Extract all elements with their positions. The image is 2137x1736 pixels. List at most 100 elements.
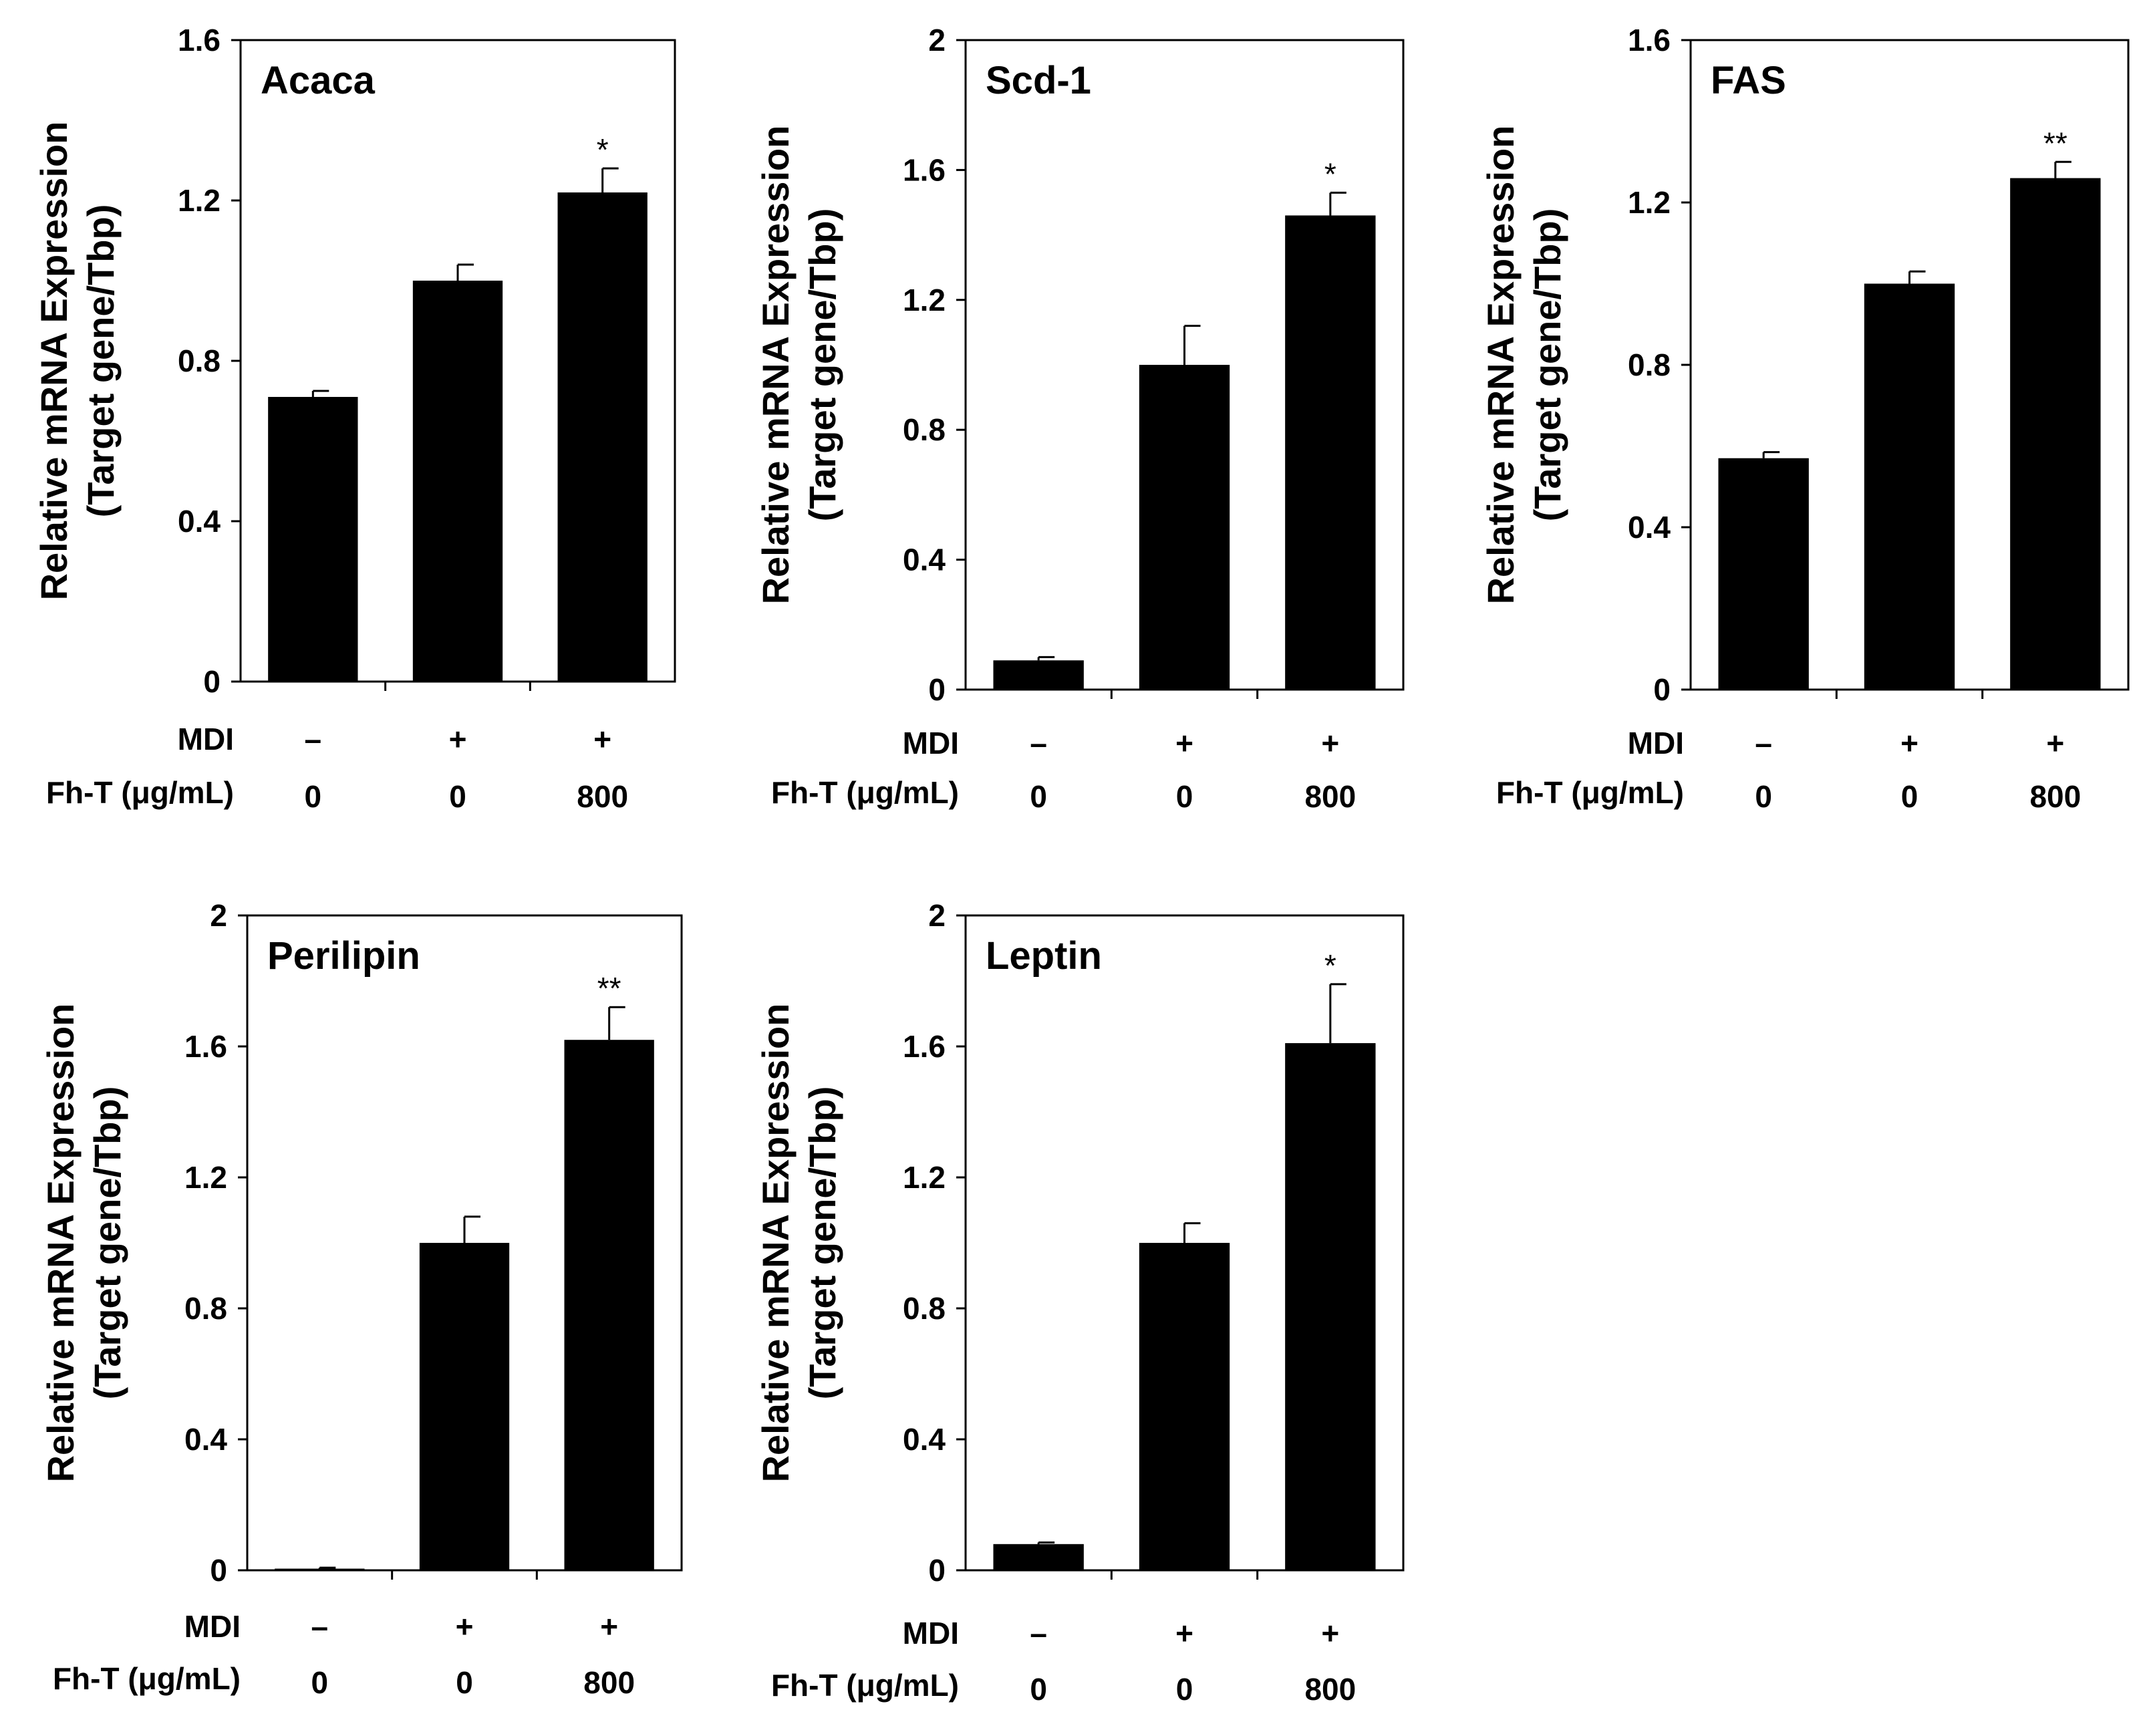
row-label-mdi: MDI xyxy=(903,726,959,760)
chart-panel-leptin: 0 0.4 0.8 1.2 1.6 2 – 0 +0 * +800 MDI Fh-T (μg/mL) Le… xyxy=(754,898,1405,1707)
bar xyxy=(1864,283,1955,690)
y-tick-label: 1.6 xyxy=(903,152,946,187)
fht-label: 0 xyxy=(456,1665,473,1700)
row-label-mdi: MDI xyxy=(178,722,234,756)
y-tick-label: 1.2 xyxy=(184,1160,227,1195)
y-tick-label: 2 xyxy=(928,23,946,57)
y-axis-subtitle: (Target gene/Tbp) xyxy=(80,204,122,518)
row-label-fht: Fh-T (μg/mL) xyxy=(771,775,959,810)
bar xyxy=(412,281,503,682)
row-label-fht: Fh-T (μg/mL) xyxy=(46,775,234,810)
mdi-label: + xyxy=(600,1609,618,1644)
fht-label: 800 xyxy=(577,779,628,814)
fht-label: 0 xyxy=(449,779,466,814)
fht-label: 0 xyxy=(1901,779,1918,814)
y-tick-label: 0.8 xyxy=(178,343,221,378)
y-tick-label: 0.8 xyxy=(903,412,946,447)
y-tick-label: 0 xyxy=(210,1553,227,1588)
y-tick-label: 2 xyxy=(928,898,946,933)
fht-label: 0 xyxy=(1030,779,1047,814)
y-tick-label: 1.2 xyxy=(1628,185,1671,220)
y-tick-label: 0.4 xyxy=(903,1422,946,1457)
y-tick-label: 0.4 xyxy=(903,543,946,577)
y-axis-subtitle: (Target gene/Tbp) xyxy=(1526,208,1568,522)
y-tick-label: 0.8 xyxy=(1628,347,1671,382)
mdi-label: + xyxy=(1321,1616,1339,1650)
y-axis-subtitle: (Target gene/Tbp) xyxy=(86,1087,128,1400)
y-tick-label: 2 xyxy=(210,898,227,933)
fht-label: 0 xyxy=(311,1665,329,1700)
bar xyxy=(993,1544,1084,1570)
fht-label: 0 xyxy=(1176,1672,1193,1707)
mdi-label: – xyxy=(1030,1616,1047,1650)
significance-marker: ** xyxy=(2043,126,2068,160)
y-tick-label: 0 xyxy=(1653,672,1671,707)
chart-title: Scd-1 xyxy=(986,59,1091,102)
fht-label: 0 xyxy=(1030,1672,1047,1707)
mdi-label: – xyxy=(305,722,322,756)
fht-label: 0 xyxy=(1176,779,1193,814)
y-tick-label: 1.2 xyxy=(903,1160,946,1195)
fht-label: 800 xyxy=(1304,779,1356,814)
bar xyxy=(419,1243,510,1570)
bar xyxy=(268,397,358,682)
y-tick-label: 0.4 xyxy=(184,1422,227,1457)
bar xyxy=(1139,365,1230,690)
row-label-mdi: MDI xyxy=(1628,726,1684,760)
y-axis-title: Relative mRNA Expression xyxy=(39,1004,82,1483)
mdi-label: + xyxy=(1175,1616,1193,1650)
y-axis-title: Relative mRNA Expression xyxy=(754,1004,797,1483)
mdi-label: + xyxy=(2046,726,2064,760)
y-tick-label: 0 xyxy=(928,672,946,707)
bar xyxy=(1285,215,1376,690)
y-tick-label: 1.2 xyxy=(178,183,221,218)
significance-marker: * xyxy=(1324,948,1336,983)
chart-panel-fas: 0 0.4 0.8 1.2 1.6 – 0 +0 ** +800 MDI Fh-T (μg/mL) FA… xyxy=(1479,23,2130,814)
y-axis-title: Relative mRNA Expression xyxy=(754,126,797,605)
bar xyxy=(275,1568,365,1570)
chart-panel-scd-1: 0 0.4 0.8 1.2 1.6 2 – 0 +0 * +800 MDI Fh-T (μg/mL) Sc… xyxy=(754,23,1405,814)
mdi-label: – xyxy=(1030,726,1047,760)
y-tick-label: 0 xyxy=(203,664,221,699)
y-tick-label: 1.6 xyxy=(903,1029,946,1064)
chart-title: Acaca xyxy=(261,59,376,102)
significance-marker: * xyxy=(597,132,609,167)
row-label-mdi: MDI xyxy=(184,1609,241,1644)
y-tick-label: 0.4 xyxy=(178,504,221,539)
mdi-label: + xyxy=(1321,726,1339,760)
chart-title: Leptin xyxy=(986,934,1102,978)
chart-title: FAS xyxy=(1711,59,1786,102)
chart-panel-perilipin: 0 0.4 0.8 1.2 1.6 2 – 0 +0 ** +800 MDI Fh-T (μg/mL) P… xyxy=(39,898,683,1700)
significance-marker: ** xyxy=(597,971,621,1006)
y-tick-label: 0.4 xyxy=(1628,510,1671,545)
y-axis-subtitle: (Target gene/Tbp) xyxy=(801,1087,843,1400)
significance-marker: * xyxy=(1324,156,1336,191)
row-label-fht: Fh-T (μg/mL) xyxy=(53,1661,241,1696)
bar xyxy=(1718,458,1809,690)
bar xyxy=(564,1040,654,1570)
row-label-fht: Fh-T (μg/mL) xyxy=(771,1668,959,1703)
y-tick-label: 1.6 xyxy=(178,23,221,57)
y-axis-subtitle: (Target gene/Tbp) xyxy=(801,208,843,522)
bar xyxy=(993,660,1084,690)
mdi-label: + xyxy=(593,722,611,756)
bar xyxy=(1285,1043,1376,1570)
bar xyxy=(2010,178,2101,690)
row-label-mdi: MDI xyxy=(903,1616,959,1650)
mdi-label: + xyxy=(449,722,467,756)
fht-label: 0 xyxy=(1755,779,1772,814)
y-tick-label: 1.6 xyxy=(184,1029,227,1064)
y-tick-label: 0.8 xyxy=(184,1291,227,1326)
mdi-label: – xyxy=(1755,726,1772,760)
row-label-fht: Fh-T (μg/mL) xyxy=(1496,775,1684,810)
mdi-label: + xyxy=(456,1609,474,1644)
mdi-label: + xyxy=(1900,726,1918,760)
y-tick-label: 0 xyxy=(928,1553,946,1588)
y-tick-label: 1.6 xyxy=(1628,23,1671,57)
y-axis-title: Relative mRNA Expression xyxy=(33,122,75,601)
mdi-label: – xyxy=(311,1609,329,1644)
fht-label: 800 xyxy=(583,1665,635,1700)
fht-label: 800 xyxy=(1304,1672,1356,1707)
y-tick-label: 0.8 xyxy=(903,1291,946,1326)
